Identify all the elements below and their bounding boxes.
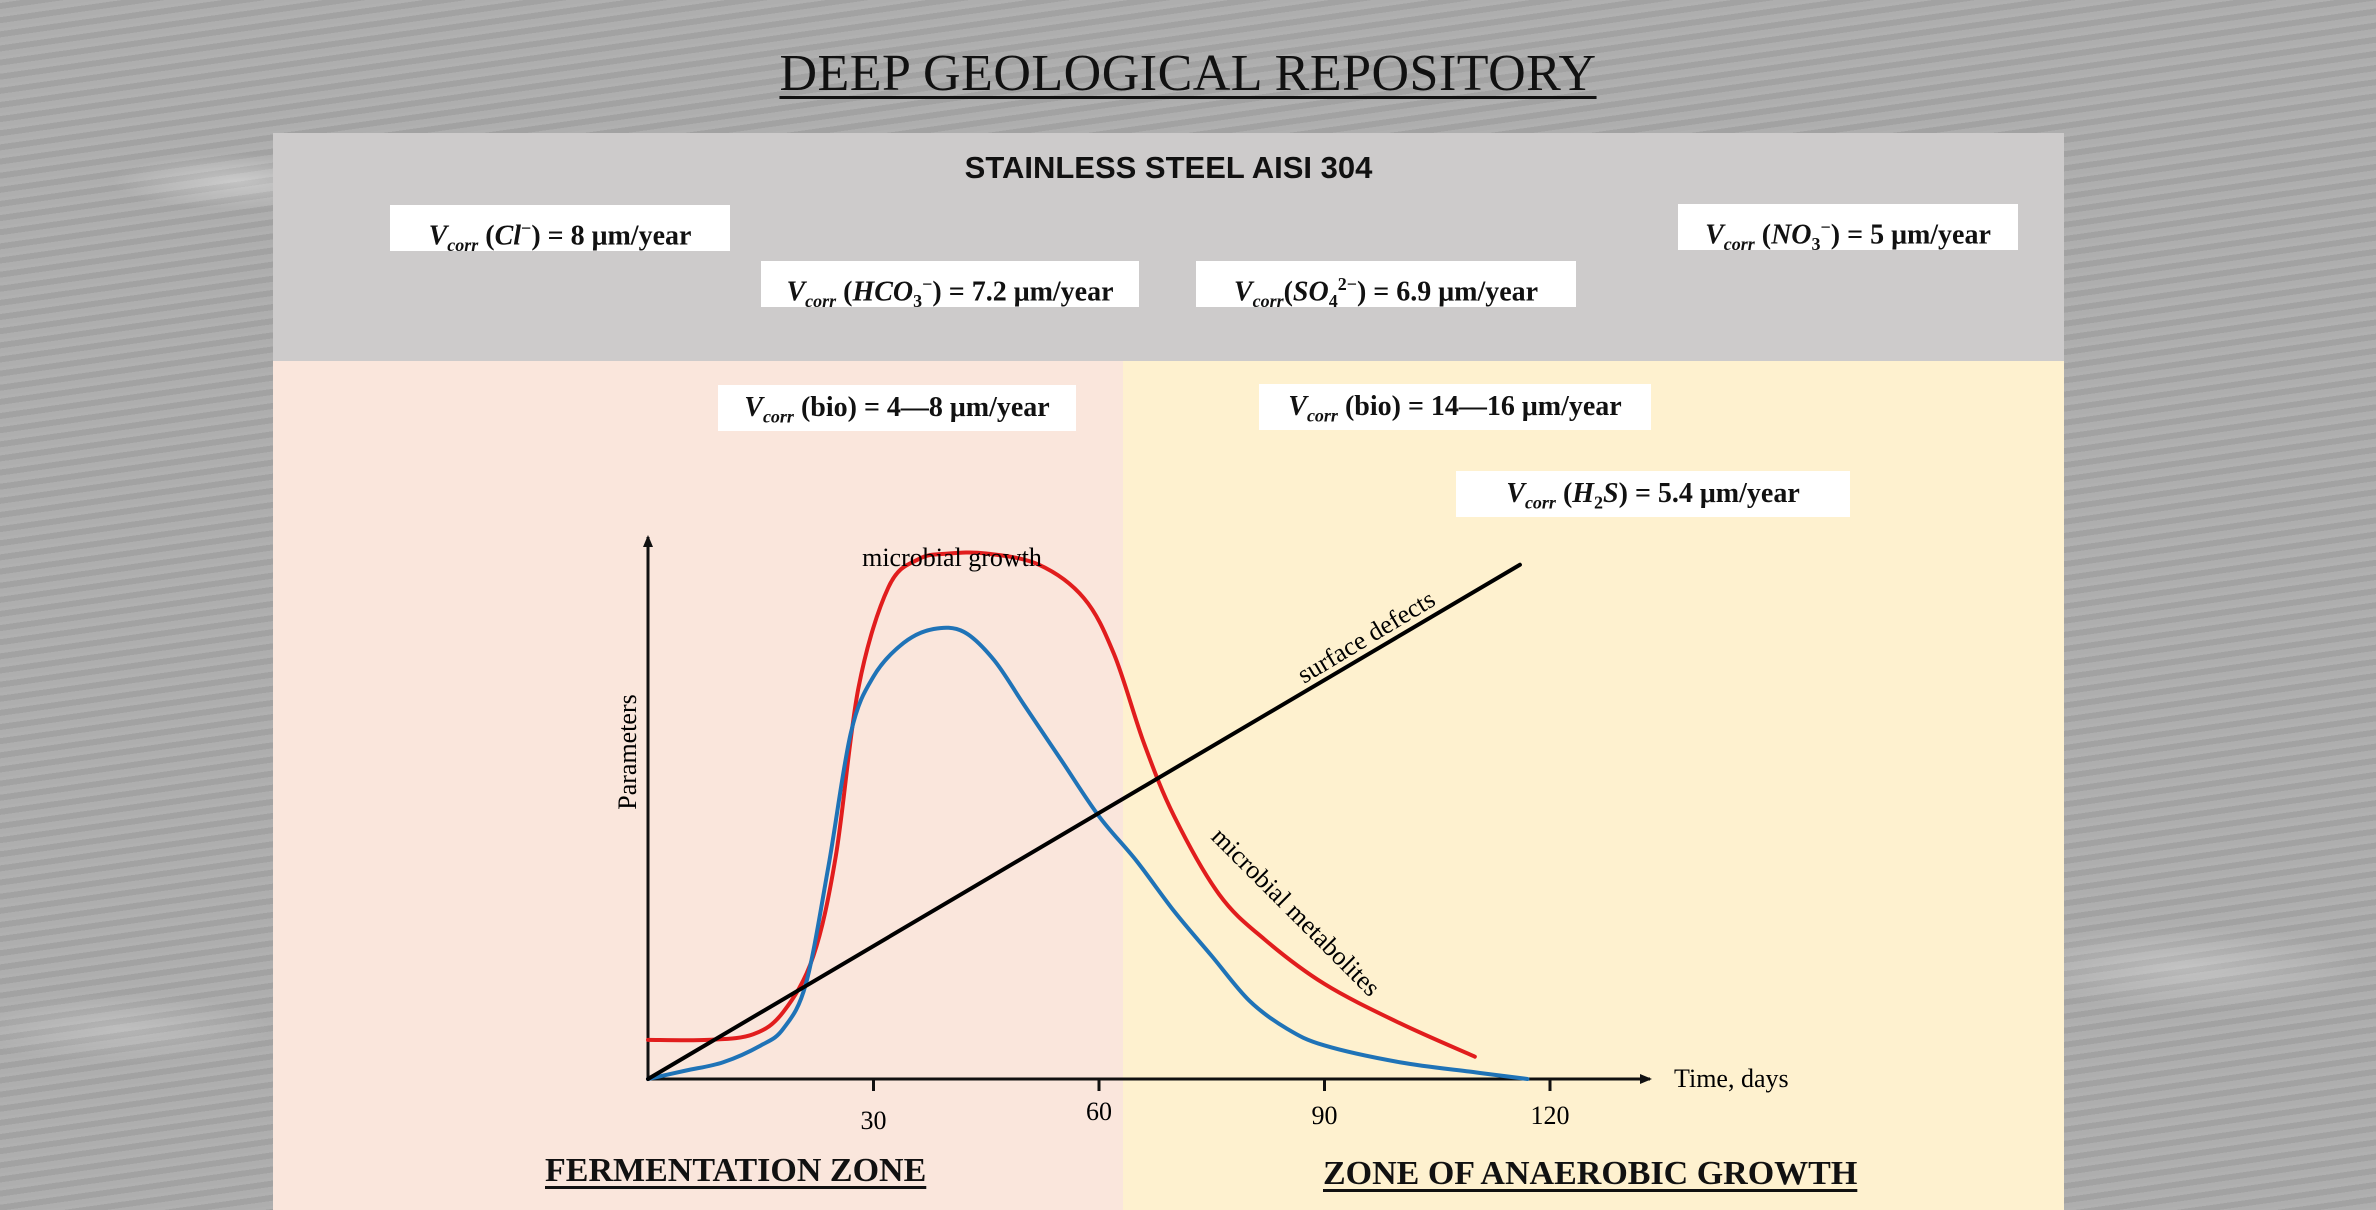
vcorr-bio-fermentation-box: Vcorr (bio) = 4—8 μm/year <box>718 385 1076 431</box>
material-label: STAINLESS STEEL AISI 304 <box>964 150 1373 185</box>
x-tick-label-30: 30 <box>861 1106 887 1135</box>
x-axis-label: Time, days <box>1674 1064 1789 1093</box>
series-line-microbial-metabolites <box>646 625 1530 1081</box>
x-tick-label-60: 60 <box>1086 1097 1112 1126</box>
vcorr-bio-anaerobic-box: Vcorr (bio) = 14—16 μm/year <box>1259 384 1651 430</box>
x-tick-label-90: 90 <box>1312 1101 1338 1130</box>
x-tick-label-120: 120 <box>1531 1101 1570 1130</box>
fermentation-zone-label: FERMENTATION ZONE <box>545 1152 927 1189</box>
vcorr-cl-box: Vcorr (Cl−) = 8 μm/year <box>390 205 730 255</box>
series-line-surface-defects <box>646 562 1522 1081</box>
page-title: DEEP GEOLOGICAL REPOSITORY <box>779 45 1597 102</box>
vcorr-so4-box: Vcorr(SO42−) = 6.9 μm/year <box>1196 261 1576 311</box>
vcorr-no3-box: Vcorr (NO3−) = 5 μm/year <box>1678 204 2018 254</box>
series-line-microbial-growth <box>646 550 1477 1059</box>
y-axis-label: Parameters <box>613 694 642 810</box>
series-label-surface-defects: surface defects <box>1292 584 1440 689</box>
anaerobic-zone-label: ZONE OF ANAEROBIC GROWTH <box>1323 1155 1858 1192</box>
vcorr-h2s-box: Vcorr (H2S) = 5.4 μm/year <box>1456 471 1850 517</box>
vcorr-hco3-box: Vcorr (HCO3−) = 7.2 μm/year <box>761 261 1139 311</box>
series-label-microbial-growth: microbial growth <box>862 543 1042 572</box>
